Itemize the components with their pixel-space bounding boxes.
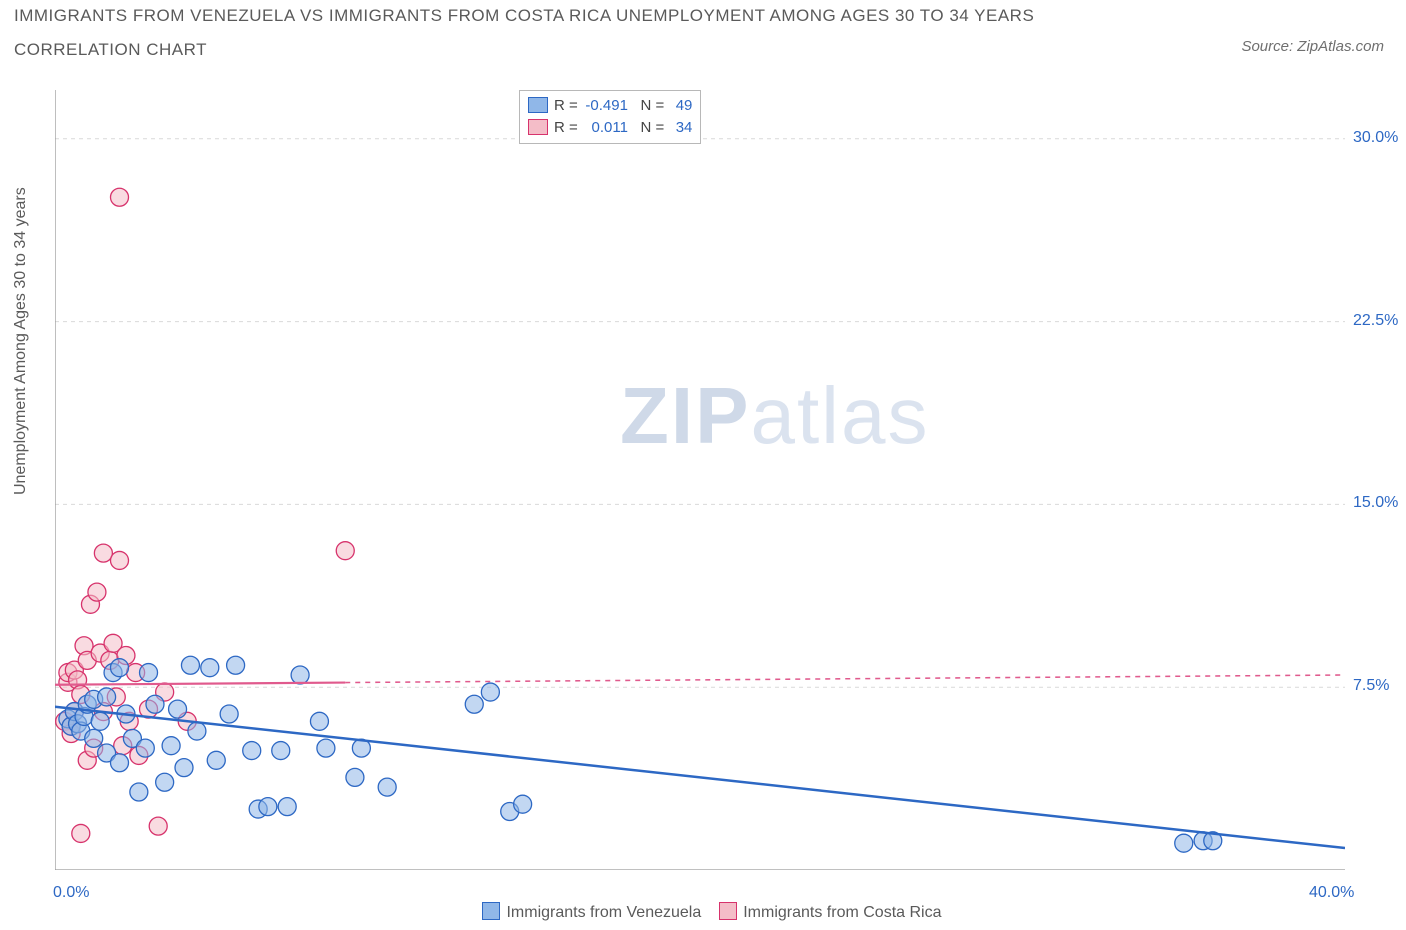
y-tick-label: 22.5%: [1353, 312, 1398, 330]
y-axis-label: Unemployment Among Ages 30 to 34 years: [12, 187, 30, 495]
y-tick-label: 7.5%: [1353, 677, 1389, 695]
source-attribution: Source: ZipAtlas.com: [1241, 38, 1384, 55]
scatter-chart: [55, 90, 1345, 870]
legend-swatch: [482, 902, 500, 920]
title-block: IMMIGRANTS FROM VENEZUELA VS IMMIGRANTS …: [14, 6, 1034, 74]
legend-row: R = 0.011 N = 34: [528, 117, 692, 139]
x-tick-label: 40.0%: [1309, 884, 1354, 902]
y-tick-label: 30.0%: [1353, 129, 1398, 147]
y-tick-label: 15.0%: [1353, 494, 1398, 512]
legend-series-label: Immigrants from Venezuela: [506, 904, 701, 921]
legend-series-label: Immigrants from Costa Rica: [743, 904, 941, 921]
legend-row: R = -0.491 N = 49: [528, 95, 692, 117]
legend-swatch: [719, 902, 737, 920]
chart-title-line-2: CORRELATION CHART: [14, 40, 1034, 60]
x-tick-label: 0.0%: [53, 884, 89, 902]
series-legend: Immigrants from Venezuela Immigrants from…: [0, 902, 1406, 922]
chart-title-line-1: IMMIGRANTS FROM VENEZUELA VS IMMIGRANTS …: [14, 6, 1034, 26]
correlation-legend: R = -0.491 N = 49R = 0.011 N = 34: [519, 90, 701, 144]
